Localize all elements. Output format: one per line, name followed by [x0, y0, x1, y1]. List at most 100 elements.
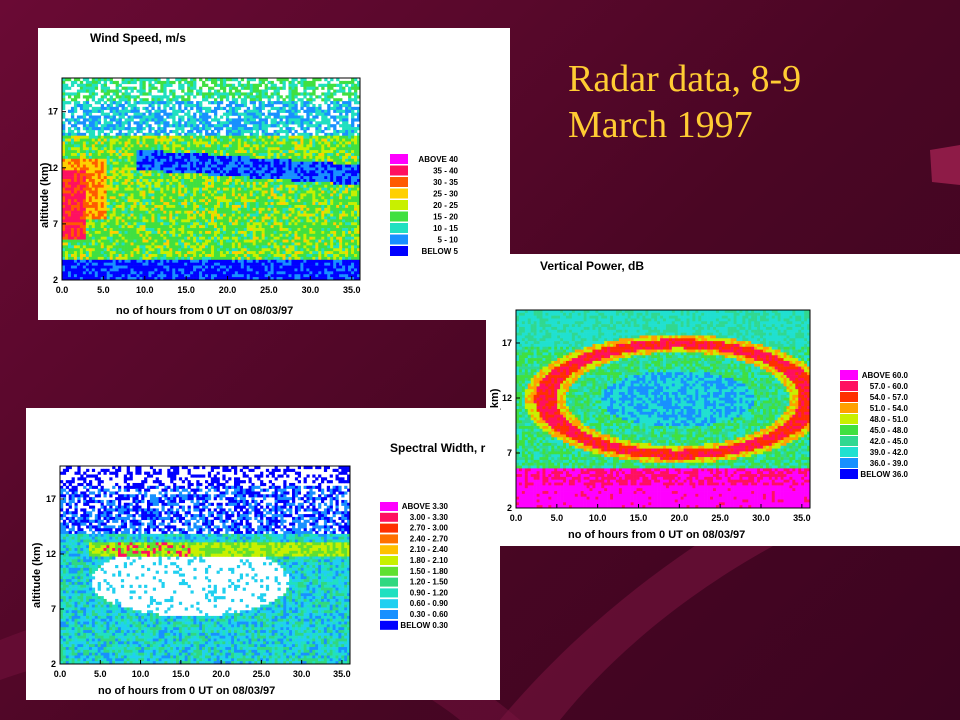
wind-cell — [112, 216, 116, 220]
wind-cell — [276, 158, 280, 162]
wind-cell — [181, 95, 185, 99]
wind-cell — [79, 147, 84, 151]
wind-cell — [184, 164, 188, 168]
wind-cell — [357, 109, 361, 113]
wind-cell — [213, 83, 218, 87]
wind-cell — [133, 228, 137, 232]
wind-cell — [211, 158, 215, 162]
wind-cell — [228, 210, 233, 214]
wind-cell — [196, 101, 200, 105]
wind-cell — [270, 155, 274, 160]
wind-cell — [225, 78, 230, 82]
wind-cell — [321, 193, 325, 197]
wind-cell — [160, 127, 164, 131]
wind-cell — [142, 141, 146, 145]
wind-cell — [184, 236, 188, 240]
wind-cell — [294, 164, 298, 168]
wind-cell — [82, 109, 87, 113]
wind-cell — [130, 207, 134, 212]
wind-cell — [142, 92, 146, 96]
wind-cell — [136, 173, 140, 177]
wind-cell — [115, 95, 119, 99]
wind-cell — [151, 115, 155, 119]
wind-cell — [82, 179, 87, 183]
wind-cell — [234, 219, 239, 223]
wind-cell — [103, 164, 107, 168]
wind-cell — [306, 222, 310, 226]
wind-cell — [133, 167, 137, 171]
wind-cell — [103, 95, 107, 99]
wind-cell — [306, 199, 310, 203]
wind-cell — [285, 161, 289, 165]
wind-cell — [315, 115, 319, 119]
wind-cell — [62, 89, 66, 93]
wind-cell — [151, 135, 155, 139]
wind-cell — [205, 106, 209, 111]
wind-cell — [172, 121, 176, 125]
wind-cell — [273, 83, 277, 87]
wind-cell — [139, 193, 143, 197]
wind-cell — [342, 155, 346, 160]
wind-cell — [62, 80, 66, 85]
wind-cell — [166, 167, 170, 171]
wind-cell — [240, 118, 245, 122]
wind-cell — [157, 109, 161, 113]
wind-cell — [357, 106, 361, 111]
wind-cell — [288, 207, 292, 212]
wind-cell — [166, 158, 170, 162]
wind-cell — [333, 158, 337, 162]
wind-cell — [330, 147, 334, 151]
wind-cell — [124, 184, 128, 188]
wind-cell — [133, 101, 137, 105]
wind-cell — [291, 167, 295, 171]
wind-cell — [175, 147, 179, 151]
wind-cell — [294, 193, 298, 197]
wind-cell — [88, 144, 93, 148]
wind-cell — [324, 199, 328, 203]
wind-cell — [249, 121, 254, 125]
wind-cell — [94, 193, 99, 197]
wind-cell — [136, 225, 140, 229]
wind-cell — [130, 230, 134, 235]
wind-cell — [148, 179, 152, 183]
wind-cell — [315, 225, 319, 229]
wind-cell — [115, 86, 119, 90]
wind-cell — [279, 230, 283, 235]
wind-cell — [291, 144, 295, 148]
wind-cell — [297, 138, 301, 142]
wind-cell — [243, 228, 248, 232]
wind-cell — [336, 173, 340, 177]
wind-cell — [213, 173, 218, 177]
wind-cell — [342, 118, 346, 122]
wind-cell — [184, 144, 188, 148]
wind-cell — [100, 222, 105, 226]
wind-cell — [70, 204, 75, 209]
wind-cell — [327, 210, 331, 214]
wind-cell — [133, 144, 137, 148]
wind-cell — [309, 92, 313, 96]
wind-cell — [178, 167, 182, 171]
wind-cell — [211, 86, 215, 90]
wind-cell — [246, 135, 251, 139]
wind-cell — [157, 138, 161, 142]
wind-cell — [303, 233, 307, 238]
wind-cell — [169, 193, 173, 197]
wind-cell — [318, 147, 322, 151]
wind-cell — [222, 204, 227, 209]
wind-cell — [64, 155, 69, 160]
wind-cell — [115, 233, 119, 238]
wind-cell — [357, 216, 361, 220]
wind-cell — [103, 150, 107, 154]
wind-cell — [276, 86, 280, 90]
wind-cell — [231, 164, 236, 168]
wind-cell — [163, 132, 167, 137]
wind-cell — [73, 176, 78, 180]
wind-cell — [79, 80, 84, 85]
wind-cell — [115, 144, 119, 148]
wind-cell — [237, 193, 242, 197]
wind-cell — [196, 202, 200, 206]
wind-cell — [103, 184, 107, 188]
wind-cell — [62, 95, 66, 99]
wind-cell — [225, 98, 230, 102]
wind-cell — [175, 199, 179, 203]
